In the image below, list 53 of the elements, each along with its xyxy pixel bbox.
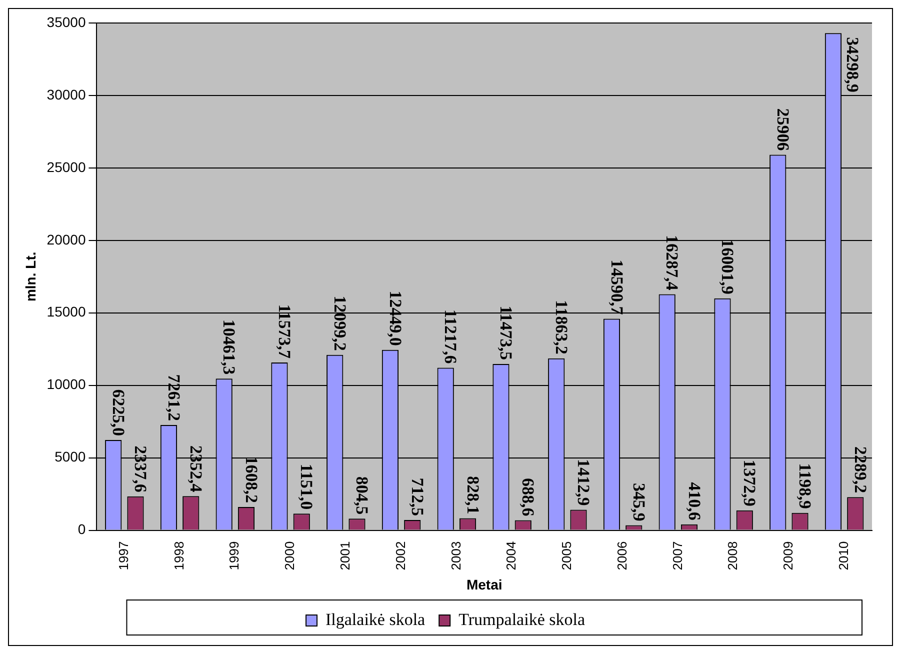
x-tick-label: 2007 (670, 541, 685, 570)
x-tick-label: 2009 (780, 541, 796, 570)
data-label: 2352,4 (186, 445, 206, 493)
data-label: 804,5 (352, 476, 372, 515)
x-tick-label: 2010 (836, 541, 851, 570)
y-axis-title: mln. Lt. (22, 252, 38, 302)
x-tick-label: 1997 (116, 541, 131, 570)
data-label: 10461,3 (220, 319, 239, 375)
legend-label: Ilgalaikė skola (326, 610, 426, 629)
y-tick-label: 15000 (46, 304, 86, 320)
data-label: 1412,9 (574, 459, 594, 506)
data-label: 11573,7 (275, 304, 294, 360)
data-label: 410,6 (684, 482, 704, 520)
y-tick-label: 5000 (54, 448, 86, 465)
x-tick-label: 2004 (504, 541, 519, 570)
data-label: 2337,6 (131, 446, 150, 492)
data-label: 16287,4 (662, 234, 682, 291)
x-axis-title: Metai (466, 576, 502, 592)
data-label: 14590,7 (607, 260, 626, 316)
data-label: 34298,9 (843, 37, 862, 92)
data-label: 25906 (773, 108, 792, 151)
y-tick-label: 20000 (46, 231, 86, 248)
x-tick-label: 2003 (448, 541, 464, 570)
data-label: 828,1 (463, 476, 482, 514)
data-label: 2289,2 (850, 446, 870, 494)
y-tick-label: 30000 (46, 86, 86, 102)
x-tick-label: 1998 (171, 541, 186, 570)
data-label: 12449,0 (386, 290, 405, 346)
data-label: 16001,9 (718, 239, 738, 294)
data-label: 712,5 (408, 478, 427, 516)
data-label: 1608,2 (242, 456, 261, 503)
x-tick-label: 2006 (614, 541, 630, 570)
y-tick-label: 25000 (46, 158, 86, 175)
data-label: 6225,0 (108, 389, 128, 436)
x-tick-label: 1999 (226, 541, 242, 570)
data-label: 11863,2 (552, 300, 571, 354)
x-tick-label: 2005 (559, 541, 574, 570)
data-label: 345,9 (629, 483, 648, 522)
data-label: 1151,0 (297, 464, 316, 510)
x-tick-label: 2002 (392, 541, 408, 570)
data-label: 11473,5 (496, 306, 516, 360)
y-tick-label: 35000 (46, 14, 86, 30)
data-label: 1372,9 (740, 460, 760, 506)
data-label: 1198,9 (796, 463, 815, 509)
y-tick-label: 10000 (46, 376, 86, 392)
data-label: 688,6 (518, 478, 538, 516)
x-tick-label: 2008 (725, 541, 740, 570)
y-tick-label: 0 (78, 521, 86, 538)
legend-label: Trumpalaikė skola (458, 610, 586, 629)
data-label: 7261,2 (164, 374, 184, 422)
x-tick-label: 2001 (338, 541, 353, 570)
data-label: 12099,2 (330, 296, 350, 351)
x-tick-label: 2000 (282, 541, 298, 570)
